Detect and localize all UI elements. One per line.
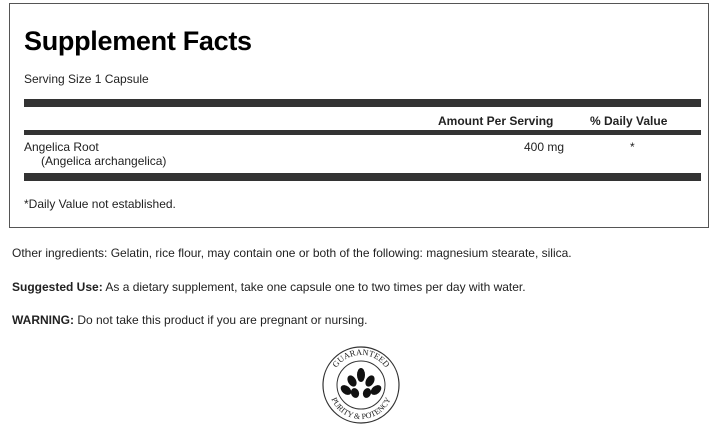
divider-medium <box>24 130 701 135</box>
ingredient-amount: 400 mg <box>523 140 564 154</box>
warning-label: WARNING: <box>12 313 74 327</box>
amount-header: Amount Per Serving <box>438 114 554 128</box>
other-ingredients: Other ingredients: Gelatin, rice flour, … <box>12 246 572 260</box>
supplement-facts-panel: Supplement Facts Serving Size 1 Capsule … <box>9 3 709 228</box>
suggested-use-label: Suggested Use: <box>12 280 103 294</box>
guaranteed-seal: GUARANTEED PURITY & POTENCY <box>322 346 400 424</box>
warning-text: Do not take this product if you are preg… <box>74 313 368 327</box>
seal-top-text: GUARANTEED <box>330 347 392 369</box>
suggested-use: Suggested Use: As a dietary supplement, … <box>12 280 526 294</box>
leaf-icon <box>340 368 382 398</box>
divider-thick <box>24 99 701 107</box>
ingredient-dv: * <box>630 140 635 154</box>
suggested-use-text: As a dietary supplement, take one capsul… <box>102 280 526 294</box>
footnote: *Daily Value not established. <box>24 197 176 211</box>
panel-title: Supplement Facts <box>24 26 252 56</box>
serving-size: Serving Size 1 Capsule <box>24 72 149 86</box>
divider-thick-bottom <box>24 173 701 181</box>
ingredient-latin-name: (Angelica archangelica) <box>41 154 167 168</box>
daily-value-header: % Daily Value <box>590 114 668 128</box>
warning: WARNING: Do not take this product if you… <box>12 313 368 327</box>
ingredient-name: Angelica Root <box>24 140 99 154</box>
seal-bottom-text: PURITY & POTENCY <box>329 396 392 422</box>
